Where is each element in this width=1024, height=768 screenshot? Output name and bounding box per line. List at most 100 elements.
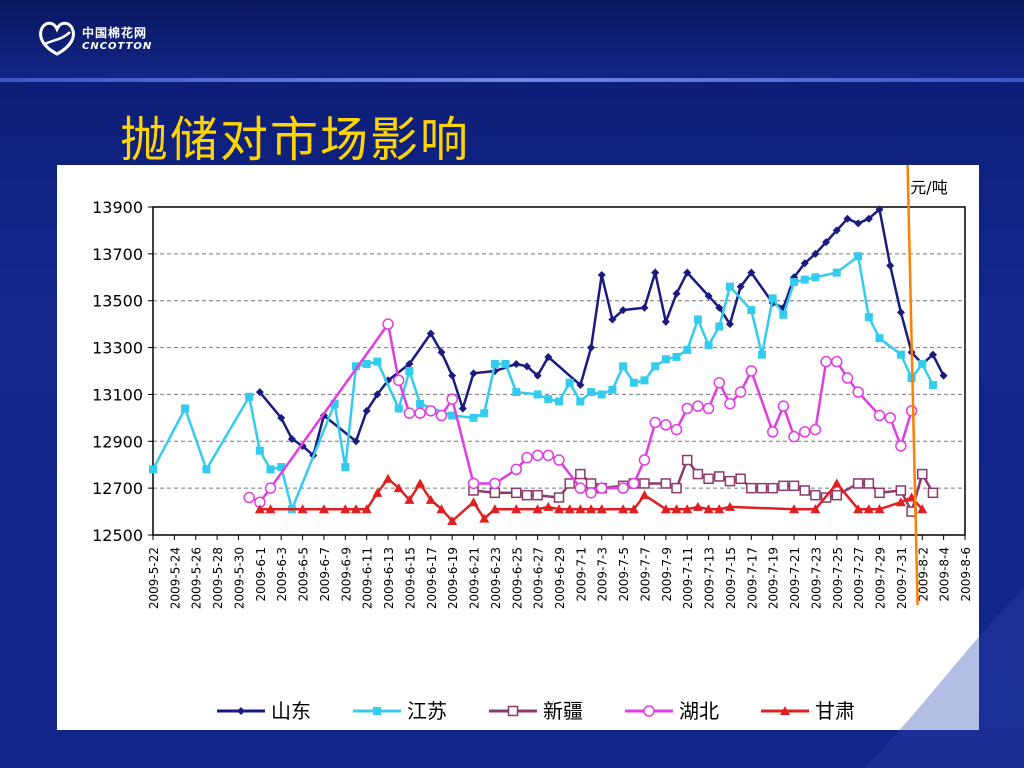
- x-tick-label: 2009-6-13: [382, 547, 396, 609]
- data-point: [864, 313, 873, 322]
- data-point: [330, 399, 339, 408]
- data-point: [565, 378, 574, 387]
- data-point: [576, 381, 585, 390]
- data-point: [393, 483, 404, 493]
- data-point: [745, 365, 758, 377]
- x-tick-label: 2009-5-26: [190, 547, 204, 609]
- data-point: [725, 320, 734, 329]
- legend-label: 新疆: [543, 699, 583, 723]
- data-point: [875, 205, 884, 214]
- x-tick-label: 2009-6-5: [297, 547, 311, 601]
- data-point: [853, 504, 864, 514]
- data-point: [831, 355, 843, 368]
- data-point: [318, 504, 329, 514]
- data-point: [362, 406, 371, 415]
- data-point: [352, 437, 360, 446]
- data-point: [714, 471, 725, 482]
- data-point: [672, 352, 681, 361]
- data-point: [896, 308, 905, 317]
- data-point: [874, 504, 885, 514]
- x-tick-label: 2009-7-23: [809, 547, 823, 609]
- legend-marker: [643, 705, 655, 717]
- y-tick-label: 13300: [92, 339, 143, 358]
- data-point: [790, 277, 799, 286]
- data-point: [542, 449, 555, 462]
- x-tick-label: 2009-6-19: [446, 547, 460, 609]
- data-point: [917, 468, 928, 480]
- data-point: [831, 489, 843, 501]
- data-point: [683, 345, 692, 354]
- data-point: [736, 282, 745, 291]
- data-point: [297, 504, 308, 514]
- data-point: [747, 268, 756, 277]
- data-point: [629, 378, 638, 387]
- data-point: [651, 268, 660, 277]
- x-tick-label: 2009-7-1: [574, 547, 588, 601]
- data-point: [681, 454, 693, 466]
- data-point: [863, 504, 874, 514]
- data-point: [778, 480, 789, 492]
- data-point: [756, 482, 768, 494]
- legend-label: 江苏: [407, 699, 447, 723]
- data-point: [768, 294, 777, 303]
- data-point: [553, 492, 565, 503]
- data-point: [394, 404, 403, 413]
- data-point: [468, 497, 479, 507]
- data-point: [660, 419, 672, 431]
- data-point: [724, 475, 736, 487]
- data-point: [928, 350, 937, 359]
- data-point: [533, 390, 542, 399]
- x-tick-label: 2009-8-4: [938, 547, 952, 601]
- data-point: [724, 398, 736, 410]
- data-point: [788, 480, 800, 492]
- data-point: [501, 359, 510, 368]
- x-tick-label: 2009-6-7: [318, 547, 332, 601]
- data-point: [532, 489, 543, 501]
- header-divider: [0, 78, 1024, 82]
- y-tick-label: 12500: [92, 526, 143, 545]
- data-point: [640, 376, 649, 385]
- data-point: [896, 350, 905, 359]
- data-point: [746, 482, 757, 494]
- data-point: [822, 238, 831, 247]
- data-point: [715, 303, 724, 312]
- legend-item: 江苏: [353, 699, 447, 723]
- data-point: [811, 273, 820, 282]
- data-point: [446, 393, 458, 405]
- data-point: [405, 367, 414, 375]
- data-point: [884, 412, 896, 424]
- legend-marker: [507, 705, 519, 717]
- y-tick-label: 13100: [92, 385, 143, 404]
- cotton-logo-icon: [39, 21, 75, 56]
- data-point: [702, 402, 715, 415]
- data-point: [448, 411, 457, 420]
- series-layer: [149, 205, 948, 525]
- x-tick-label: 2009-7-19: [767, 547, 781, 609]
- data-point: [287, 434, 296, 443]
- data-point: [777, 400, 790, 412]
- data-point: [414, 407, 426, 419]
- data-point: [564, 504, 575, 514]
- data-point: [543, 501, 554, 511]
- x-tick-label: 2009-5-30: [232, 547, 246, 609]
- data-point: [521, 451, 533, 464]
- data-point: [469, 413, 478, 422]
- data-point: [341, 463, 350, 472]
- data-point: [265, 504, 276, 514]
- data-point: [351, 504, 361, 514]
- data-point: [512, 388, 521, 397]
- decorative-curve: [864, 588, 1024, 768]
- x-axis: 2009-5-22 2009-5-24 2009-5-26 2009-5-28 2009…: [147, 535, 973, 609]
- data-point: [693, 315, 702, 324]
- data-point: [521, 489, 533, 501]
- x-tick-label: 2009-8-6: [959, 547, 973, 601]
- data-point: [266, 465, 275, 474]
- data-point: [490, 359, 499, 368]
- legend-item: 山东: [217, 699, 311, 723]
- data-point: [553, 454, 565, 466]
- data-point: [692, 468, 704, 480]
- data-point: [489, 487, 501, 499]
- data-point: [469, 369, 478, 378]
- data-point: [682, 504, 693, 514]
- data-point: [277, 463, 286, 472]
